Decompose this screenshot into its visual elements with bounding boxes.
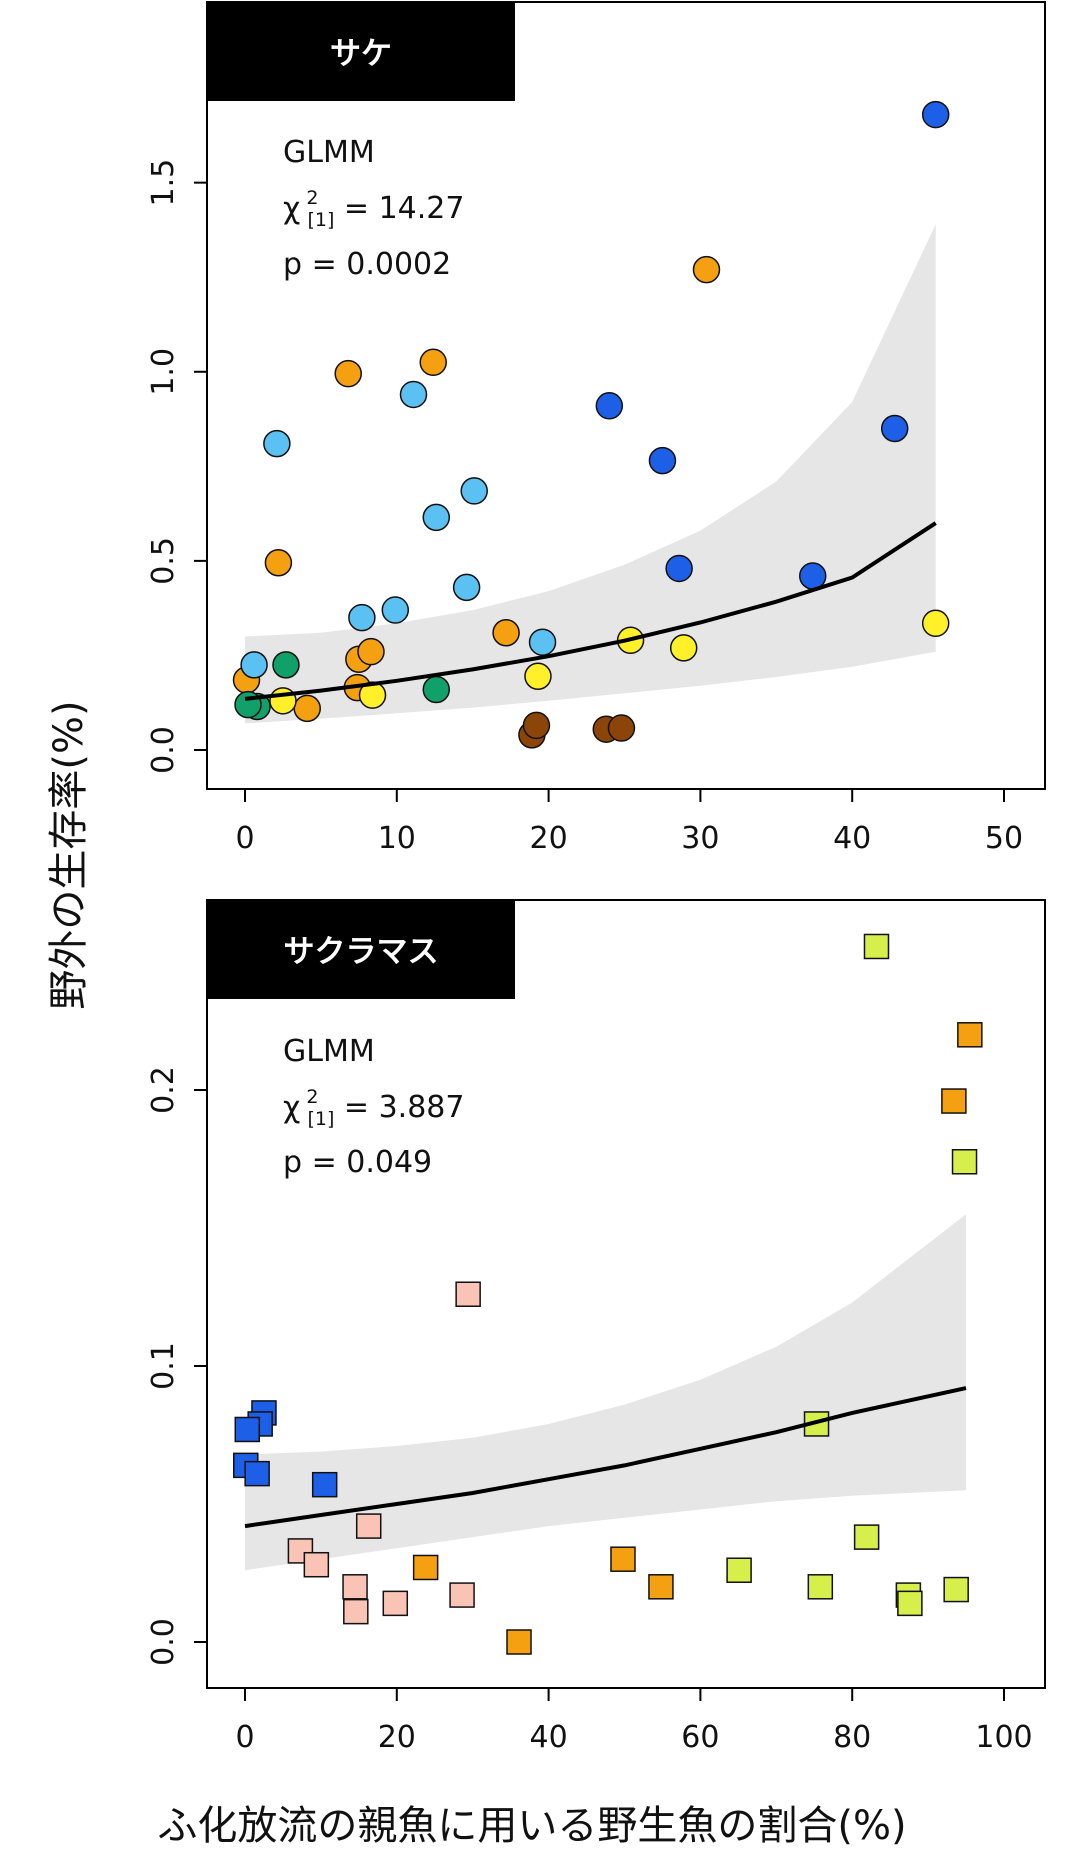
masu-data-point-series-4 <box>853 1524 880 1550</box>
salmon-data-point-series-3 <box>399 380 428 409</box>
panel-salmon-title-badge <box>207 2 515 101</box>
salmon-data-point-series-3 <box>348 603 376 632</box>
panel-masu-markers <box>233 933 983 1655</box>
masu-data-point-series-1 <box>244 1460 270 1487</box>
salmon-data-point-series-2 <box>334 359 362 388</box>
masu-data-point-series-2 <box>303 1551 330 1578</box>
salmon-data-point-series-4 <box>921 609 950 638</box>
salmon-data-point-series-3 <box>528 628 557 656</box>
salmon-data-point-series-1 <box>921 100 950 129</box>
masu-data-point-series-1 <box>311 1471 338 1498</box>
salmon-data-point-series-4 <box>669 634 698 662</box>
panel-masu-title: サクラマス <box>284 934 439 970</box>
panel-salmon-axes: 0 10 20 30 40 50 0.0 0.5 1.0 1.5 <box>146 159 1023 856</box>
masu-x-tick-label: 80 <box>833 1720 871 1755</box>
salmon-data-point-series-3 <box>263 429 291 458</box>
panel-salmon-title: サケ <box>330 36 392 72</box>
masu-data-point-series-3 <box>941 1088 967 1114</box>
panel-salmon-model-label: GLMM <box>283 135 375 170</box>
masu-x-tick-label: 40 <box>530 1720 568 1755</box>
salmon-data-point-series-2 <box>293 694 321 723</box>
masu-y-tick-label: 0.1 <box>146 1342 181 1390</box>
salmon-x-tick-label: 20 <box>530 821 568 856</box>
masu-y-tick-label: 0.2 <box>146 1066 181 1114</box>
salmon-data-point-series-1 <box>595 392 624 420</box>
salmon-data-point-series-1 <box>880 414 909 443</box>
masu-data-point-series-4 <box>863 933 890 960</box>
salmon-x-tick-label: 40 <box>833 821 871 856</box>
panel-salmon: サケ GLMM χ 2 [1] = 14.27 p = 0.0002 0 10 20 30… <box>146 1 1046 856</box>
salmon-data-point-series-1 <box>665 554 693 583</box>
salmon-y-tick-label: 1.0 <box>146 348 181 396</box>
masu-data-point-series-4 <box>807 1574 834 1600</box>
salmon-y-tick-label: 1.5 <box>146 159 181 207</box>
panel-masu-p-value: p = 0.049 <box>283 1145 432 1180</box>
salmon-data-point-series-2 <box>419 348 447 377</box>
masu-data-point-series-3 <box>610 1546 636 1572</box>
salmon-y-tick-label: 0.5 <box>146 537 181 585</box>
masu-y-tick-label: 0.0 <box>146 1618 181 1666</box>
masu-data-point-series-3 <box>412 1554 439 1581</box>
masu-data-point-series-2 <box>455 1281 481 1307</box>
salmon-data-point-series-5 <box>272 651 300 679</box>
salmon-data-point-series-6 <box>607 714 636 742</box>
panel-masu-fit-line <box>244 1386 967 1529</box>
panel-masu-title-badge <box>207 900 515 999</box>
salmon-data-point-series-3 <box>460 477 488 505</box>
salmon-data-point-series-5 <box>234 690 262 719</box>
salmon-data-point-series-4 <box>524 662 552 690</box>
masu-data-point-series-2 <box>343 1598 369 1625</box>
panel-masu-chi-square: χ 2 [1] = 3.887 <box>283 1086 464 1130</box>
panel-masu-model-label: GLMM <box>283 1034 375 1069</box>
panel-salmon-ci-band <box>245 224 936 724</box>
salmon-data-point-series-2 <box>357 637 385 666</box>
salmon-data-point-series-3 <box>240 651 268 679</box>
salmon-data-point-series-2 <box>692 255 721 284</box>
masu-data-point-series-3 <box>506 1629 532 1655</box>
masu-data-point-series-2 <box>449 1582 475 1608</box>
salmon-data-point-series-2 <box>264 549 293 577</box>
salmon-x-tick-label: 30 <box>681 821 719 856</box>
salmon-x-tick-label: 0 <box>235 821 254 856</box>
masu-data-point-series-4 <box>897 1590 923 1617</box>
salmon-data-point-series-2 <box>492 618 520 647</box>
panel-masu-axes: 0 20 40 60 80 100 0.0 0.1 0.2 <box>146 1066 1033 1755</box>
panel-salmon-p-value: p = 0.0002 <box>283 247 451 282</box>
salmon-data-point-series-3 <box>422 503 451 532</box>
masu-data-point-series-2 <box>342 1574 368 1600</box>
masu-data-point-series-3 <box>648 1574 674 1600</box>
salmon-x-tick-label: 10 <box>378 821 416 856</box>
salmon-data-point-series-1 <box>648 446 677 475</box>
x-axis-title: ふ化放流の親魚に用いる野生魚の割合(%) <box>157 1803 906 1849</box>
masu-x-tick-label: 0 <box>235 1720 254 1755</box>
salmon-data-point-series-5 <box>422 675 451 704</box>
masu-data-point-series-3 <box>957 1022 983 1048</box>
masu-x-tick-label: 60 <box>681 1720 719 1755</box>
masu-data-point-series-1 <box>234 1416 261 1443</box>
masu-x-tick-label: 20 <box>378 1720 416 1755</box>
masu-data-point-series-2 <box>355 1513 382 1539</box>
salmon-data-point-series-6 <box>522 711 551 740</box>
y-axis-title: 野外の生存率(%) <box>46 700 92 1009</box>
salmon-y-tick-label: 0.0 <box>146 726 181 774</box>
panel-masu: サクラマス GLMM χ 2 [1] = 3.887 p = 0.049 0 20 40… <box>146 899 1046 1755</box>
salmon-x-tick-label: 50 <box>985 821 1023 856</box>
panel-masu-ci-band <box>245 1214 966 1571</box>
masu-data-point-series-4 <box>726 1557 752 1583</box>
panel-salmon-chi-square: χ 2 [1] = 14.27 <box>283 187 464 231</box>
masu-x-tick-label: 100 <box>975 1720 1032 1755</box>
salmon-data-point-series-3 <box>381 596 410 624</box>
salmon-data-point-series-4 <box>269 687 297 715</box>
masu-data-point-series-4 <box>943 1576 969 1603</box>
masu-data-point-series-2 <box>382 1590 409 1617</box>
panel-salmon-fit-line <box>244 521 937 701</box>
masu-data-point-series-4 <box>951 1149 978 1175</box>
salmon-data-point-series-3 <box>452 573 481 602</box>
